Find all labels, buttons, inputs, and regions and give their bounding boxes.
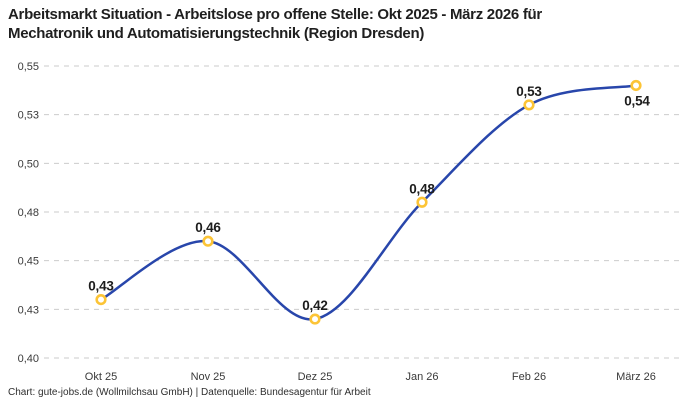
x-axis-tick-label: Nov 25	[191, 371, 226, 383]
y-axis-tick-label: 0,43	[18, 304, 39, 316]
data-point-label: 0,42	[302, 298, 327, 313]
data-point-marker	[95, 294, 107, 306]
y-axis-tick-label: 0,55	[18, 61, 39, 73]
data-point-marker	[523, 99, 535, 111]
chart-title-line-2: Mechatronik und Automatisierungstechnik …	[8, 25, 425, 42]
y-axis-tick-label: 0,50	[18, 158, 39, 170]
x-axis-tick-label: Okt 25	[85, 371, 117, 383]
y-axis-tick-label: 0,45	[18, 256, 39, 268]
data-point-label: 0,48	[409, 181, 435, 196]
y-axis-tick-label: 0,48	[18, 207, 39, 219]
x-axis-tick-label: Feb 26	[512, 371, 546, 383]
chart-title: Arbeitsmarkt Situation - Arbeitslose pro…	[8, 5, 668, 43]
series-line	[99, 84, 638, 321]
data-point-label: 0,46	[195, 220, 221, 235]
x-axis-tick-label: Dez 25	[298, 371, 333, 383]
data-point-label: 0,43	[88, 279, 114, 294]
chart-credit: Chart: gute-jobs.de (Wollmilchsau GmbH) …	[8, 387, 371, 398]
data-point-marker	[202, 235, 214, 247]
data-point-label: 0,53	[516, 84, 542, 99]
data-point-label: 0,54	[624, 93, 650, 108]
x-axis-tick-label: März 26	[616, 371, 656, 383]
y-axis-tick-label: 0,40	[18, 353, 39, 365]
chart-title-line-1: Arbeitsmarkt Situation - Arbeitslose pro…	[8, 6, 542, 23]
data-point-marker	[416, 196, 428, 208]
data-point-marker	[630, 79, 642, 92]
y-axis-tick-label: 0,53	[18, 110, 39, 122]
x-axis-tick-label: Jan 26	[405, 371, 438, 383]
data-point-marker	[309, 313, 321, 325]
